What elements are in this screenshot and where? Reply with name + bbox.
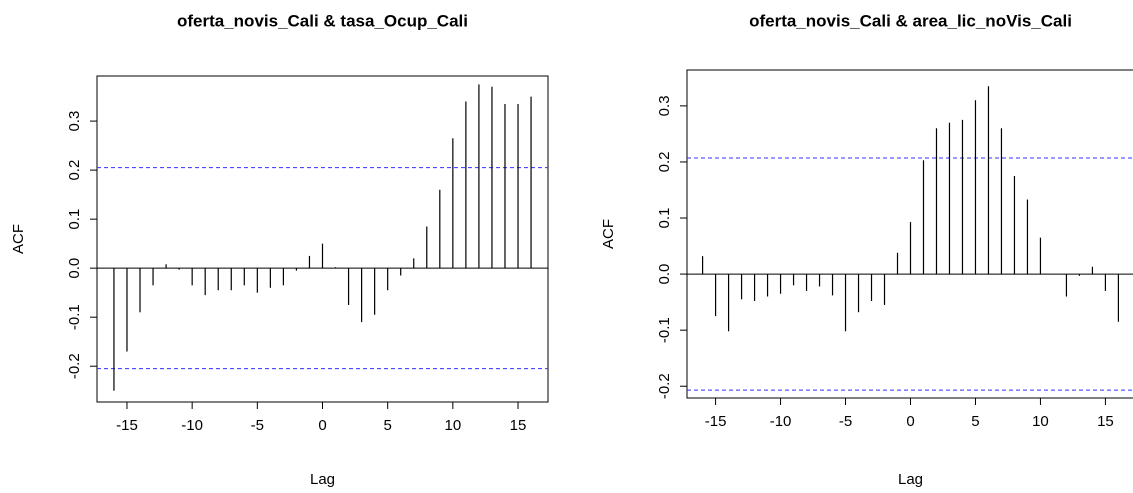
y-tick-label: -0.2 xyxy=(656,373,673,399)
y-tick-label: 0.1 xyxy=(656,208,673,229)
x-tick-label: -10 xyxy=(181,417,203,434)
y-tick-label: 0.2 xyxy=(66,160,83,181)
x-tick-label: 15 xyxy=(510,417,527,434)
x-axis-label: Lag xyxy=(310,471,335,488)
x-tick-label: 10 xyxy=(445,417,462,434)
y-tick-label: 0.3 xyxy=(656,95,673,116)
x-tick-label: -5 xyxy=(839,413,852,430)
x-tick-label: -5 xyxy=(251,417,264,434)
x-tick-label: 5 xyxy=(384,417,392,434)
y-tick-label: -0.1 xyxy=(656,317,673,343)
x-tick-label: 0 xyxy=(906,413,914,430)
x-tick-label: 10 xyxy=(1032,413,1049,430)
y-tick-label: 0.0 xyxy=(656,264,673,285)
y-tick-label: -0.2 xyxy=(66,353,83,379)
x-tick-label: 0 xyxy=(318,417,326,434)
y-tick-label: 0.3 xyxy=(66,111,83,132)
chart-title: oferta_novis_Cali & area_lic_noVis_Cali xyxy=(749,11,1072,30)
x-tick-label: -10 xyxy=(770,413,792,430)
x-tick-label: -15 xyxy=(705,413,727,430)
y-tick-label: -0.1 xyxy=(66,304,83,330)
y-tick-label: 0.0 xyxy=(66,258,83,279)
x-tick-label: 5 xyxy=(971,413,979,430)
plot-box xyxy=(96,75,549,403)
y-tick-label: 0.1 xyxy=(66,209,83,230)
x-tick-label: 15 xyxy=(1097,413,1114,430)
chart-title: oferta_novis_Cali & tasa_Ocup_Cali xyxy=(177,11,468,30)
y-axis-label: ACF xyxy=(10,224,27,254)
y-tick-label: 0.2 xyxy=(656,152,673,173)
y-axis-label: ACF xyxy=(600,219,617,249)
x-tick-label: -15 xyxy=(116,417,138,434)
x-axis-label: Lag xyxy=(898,471,923,488)
